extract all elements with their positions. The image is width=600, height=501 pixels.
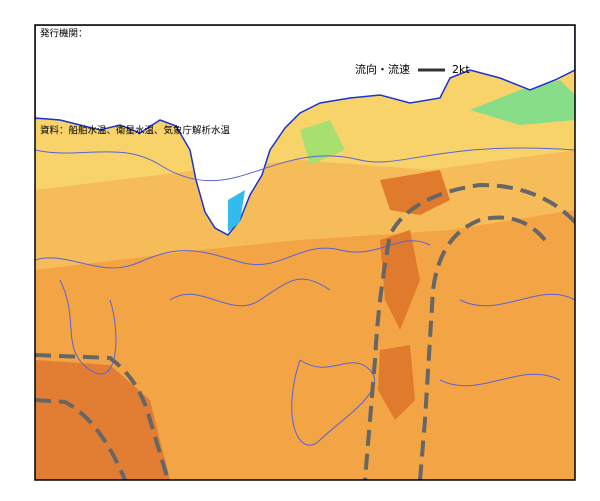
hot-patch: [35, 360, 170, 480]
map-body: [35, 25, 575, 480]
isotherm: [35, 147, 575, 182]
sources: 資料：船舶水温、衛星水温、気象庁解析水温: [40, 125, 231, 137]
current-line: [418, 215, 547, 480]
isotherm: [291, 359, 376, 446]
isotherms: [35, 147, 575, 446]
notes: 発行機関： 資料：船舶水温、衛星水温、気象庁解析水温 流向・流速 2kt: [40, 28, 470, 137]
isotherm: [169, 278, 331, 307]
current-line: [35, 353, 170, 480]
current-legend-label: 流向・流速: [355, 62, 410, 76]
current-axis: [35, 182, 575, 480]
isotherm: [35, 240, 431, 269]
cold-patch: [470, 80, 575, 125]
current-line: [35, 398, 127, 480]
cold-patch: [300, 120, 345, 165]
isotherm: [459, 293, 575, 307]
isotherm: [59, 279, 117, 375]
hot-patch: [380, 170, 450, 215]
institutions-label: 発行機関：: [40, 28, 88, 40]
hot-patch: [378, 345, 415, 420]
land: [35, 25, 575, 236]
map-frame: [34, 24, 576, 481]
bay: [228, 190, 245, 232]
current-legend-speed: 2kt: [452, 63, 470, 76]
current-line: [363, 182, 575, 480]
isotherm: [439, 373, 561, 387]
hot-patch: [380, 230, 420, 330]
